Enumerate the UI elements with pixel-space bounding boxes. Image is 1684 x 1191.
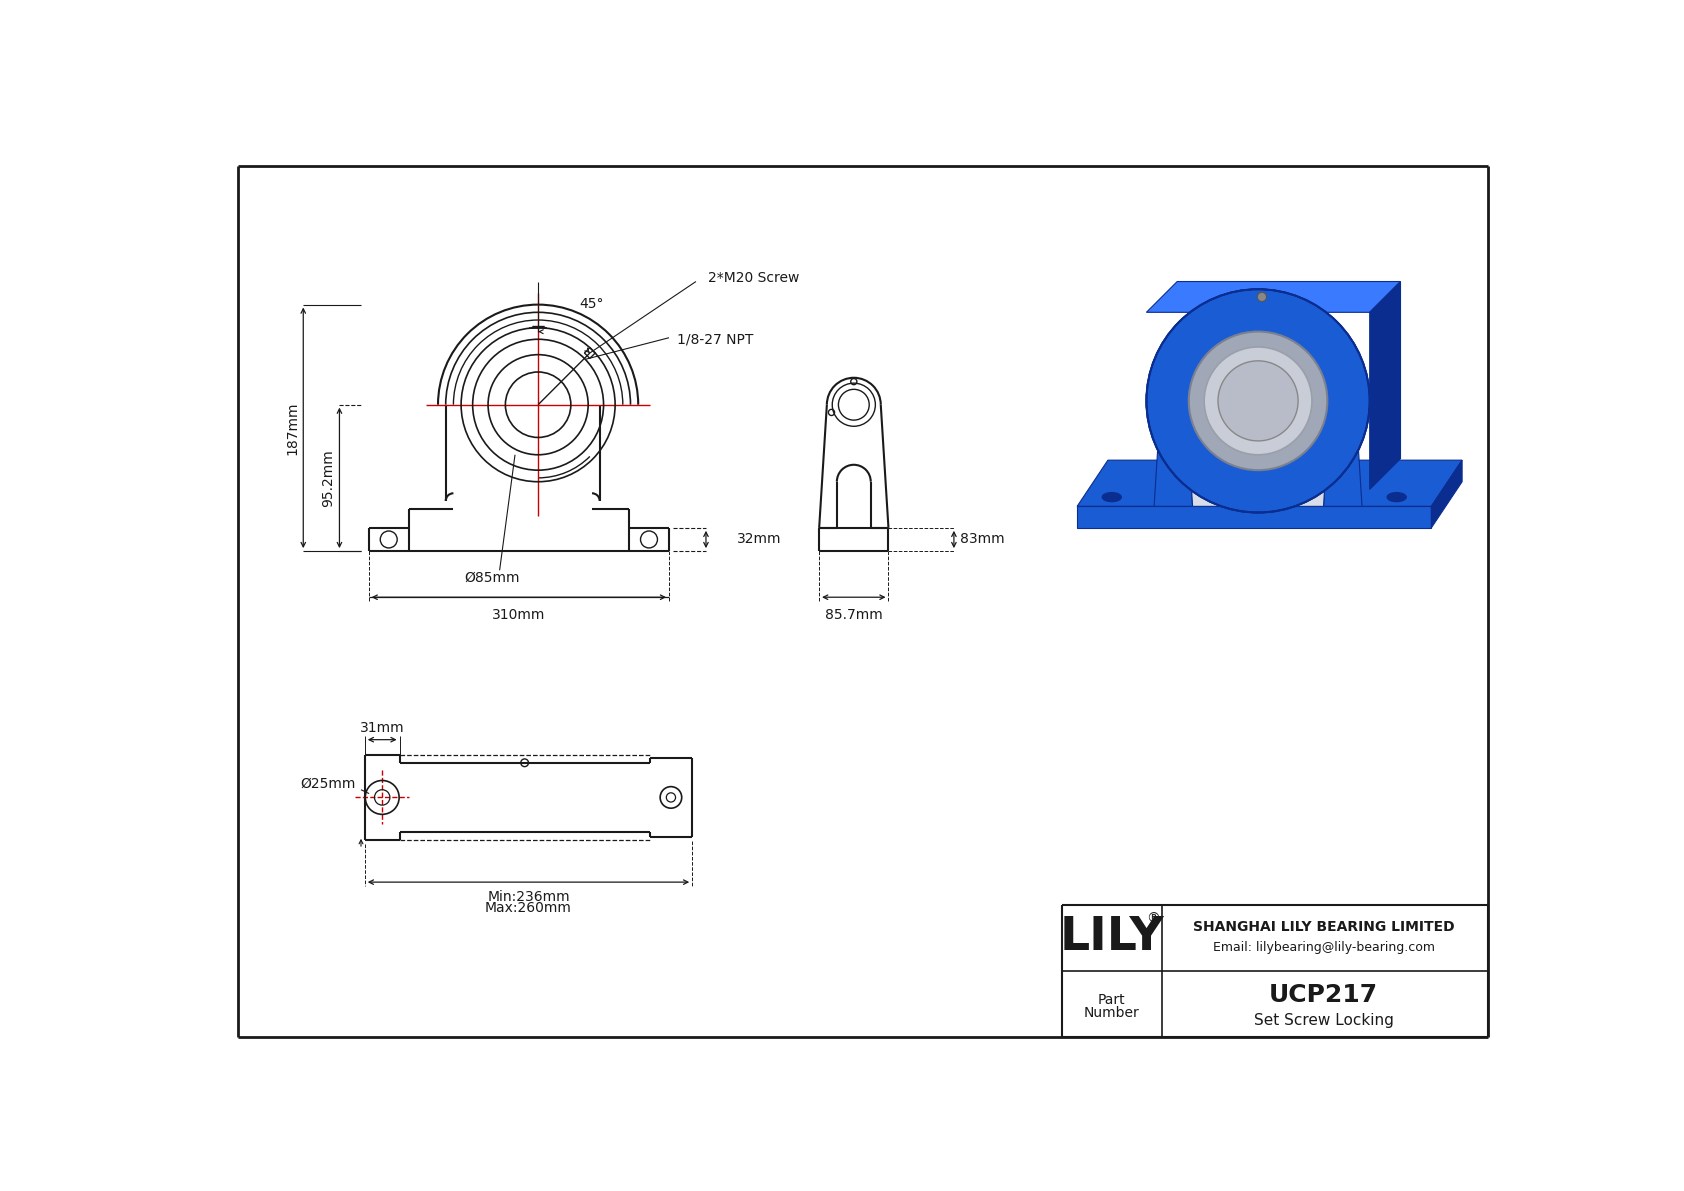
Text: ®: ® [1145, 912, 1160, 927]
Polygon shape [1078, 506, 1431, 528]
Text: Max:260mm: Max:260mm [485, 900, 573, 915]
Polygon shape [1324, 444, 1362, 506]
Text: LILY: LILY [1059, 916, 1164, 960]
Text: Set Screw Locking: Set Screw Locking [1253, 1014, 1393, 1028]
Text: Ø85mm: Ø85mm [465, 570, 520, 585]
Polygon shape [1154, 444, 1192, 506]
Text: 83mm: 83mm [960, 532, 1005, 547]
Text: 310mm: 310mm [492, 607, 546, 622]
Text: Ø25mm: Ø25mm [300, 777, 355, 791]
Polygon shape [1147, 401, 1369, 444]
Text: 1/8-27 NPT: 1/8-27 NPT [677, 332, 753, 347]
Ellipse shape [1388, 493, 1406, 501]
Circle shape [1204, 347, 1312, 455]
Polygon shape [1431, 460, 1462, 528]
Text: 95.2mm: 95.2mm [322, 449, 335, 506]
Circle shape [1189, 331, 1327, 470]
Text: 187mm: 187mm [285, 401, 300, 455]
Circle shape [1218, 361, 1298, 441]
Text: 31mm: 31mm [360, 721, 404, 735]
Polygon shape [1369, 281, 1401, 490]
Polygon shape [1189, 444, 1327, 506]
Text: Email: lilybearing@lily-bearing.com: Email: lilybearing@lily-bearing.com [1212, 941, 1435, 954]
Text: 2*M20 Screw: 2*M20 Screw [707, 270, 798, 285]
Text: 85.7mm: 85.7mm [825, 607, 882, 622]
Circle shape [1258, 292, 1266, 301]
Polygon shape [1147, 281, 1401, 312]
Polygon shape [1159, 401, 1359, 444]
Text: Min:236mm: Min:236mm [487, 890, 569, 904]
Polygon shape [1078, 460, 1462, 506]
Text: Part: Part [1098, 993, 1125, 1006]
Circle shape [1147, 289, 1369, 512]
Text: 45°: 45° [579, 298, 605, 311]
Text: SHANGHAI LILY BEARING LIMITED: SHANGHAI LILY BEARING LIMITED [1192, 919, 1455, 934]
Text: UCP217: UCP217 [1270, 984, 1378, 1008]
Ellipse shape [1101, 493, 1122, 501]
Text: 32mm: 32mm [738, 532, 781, 547]
Text: Number: Number [1084, 1006, 1140, 1019]
